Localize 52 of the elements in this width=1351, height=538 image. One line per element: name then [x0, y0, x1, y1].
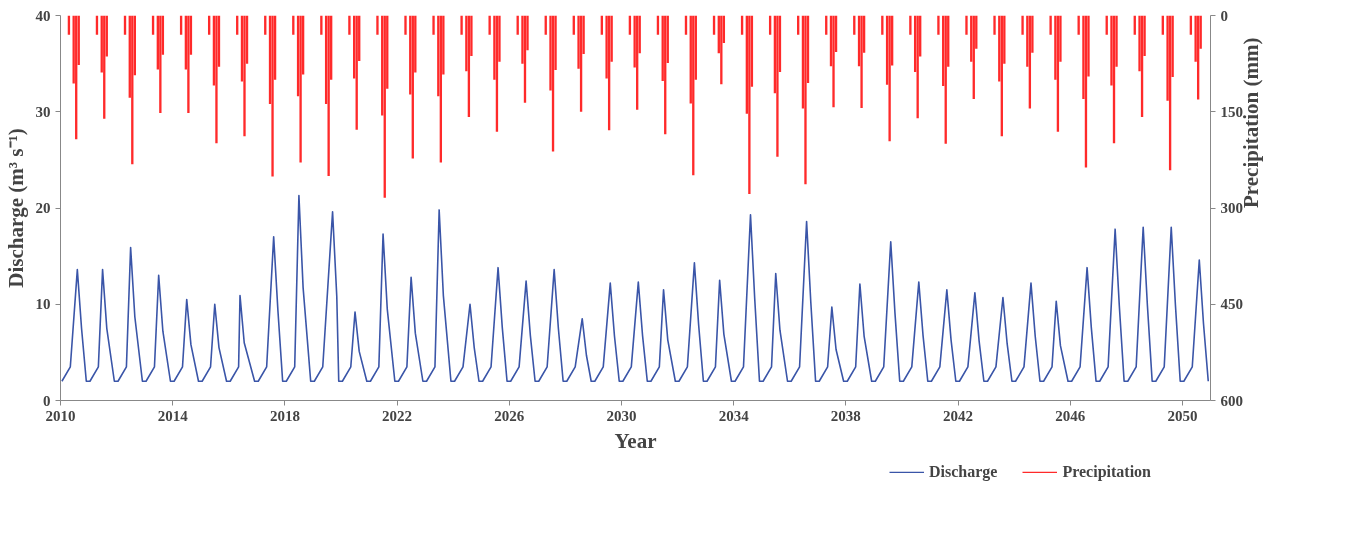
legend-label: Precipitation	[1062, 463, 1152, 481]
bar	[320, 15, 323, 35]
line-series	[61, 194, 1210, 383]
legend-label: Discharge	[928, 463, 998, 481]
y2-tick-label: 450	[1220, 296, 1243, 313]
bar	[299, 15, 302, 163]
bar	[460, 15, 463, 35]
bar	[348, 15, 351, 35]
y-tick-label: 10	[35, 296, 51, 313]
bar	[804, 15, 807, 185]
y-tick-label: 20	[35, 200, 51, 216]
bar	[215, 15, 218, 144]
bar	[776, 15, 779, 157]
bar	[271, 15, 274, 177]
bar	[748, 15, 751, 194]
x-tick-label: 2022	[382, 407, 413, 424]
x-tick-label: 2034	[718, 407, 750, 424]
bar	[327, 15, 330, 176]
x-tick-label: 2014	[157, 407, 189, 424]
x-tick-label: 2026	[494, 407, 525, 424]
bar	[832, 15, 835, 108]
x-tick-label: 2042	[943, 407, 974, 424]
y-tick-label: 0	[43, 392, 51, 409]
bar	[159, 15, 162, 114]
x-tick-label: 2030	[606, 407, 637, 424]
x-axis-title: Year	[614, 428, 657, 453]
bar	[1049, 15, 1052, 35]
bar	[1021, 15, 1024, 35]
bar	[187, 15, 190, 114]
bar	[488, 15, 491, 35]
x-tick-label: 2050	[1167, 407, 1198, 424]
bar	[860, 15, 863, 108]
x-tick-label: 2038	[830, 407, 861, 424]
x-tick-label: 2010	[45, 407, 76, 424]
x-tick-label: 2018	[269, 407, 300, 424]
y2-tick-label: 150	[1220, 103, 1243, 120]
bar	[432, 15, 435, 35]
y-tick-label: 40	[35, 7, 51, 24]
y2-tick-label: 0	[1220, 7, 1228, 24]
x-tick-label: 2046	[1055, 407, 1086, 424]
y-axis-title: Discharge (m³ s⁻¹)	[3, 128, 28, 288]
bar	[937, 15, 940, 35]
y2-tick-label: 300	[1220, 200, 1243, 216]
y2-tick-label: 600	[1220, 392, 1243, 409]
bar	[243, 15, 246, 137]
bar	[376, 15, 379, 35]
bar	[965, 15, 968, 35]
bar	[993, 15, 996, 35]
bar	[888, 15, 891, 142]
bar	[909, 15, 912, 35]
bar	[404, 15, 407, 35]
y-tick-label: 30	[35, 103, 51, 120]
